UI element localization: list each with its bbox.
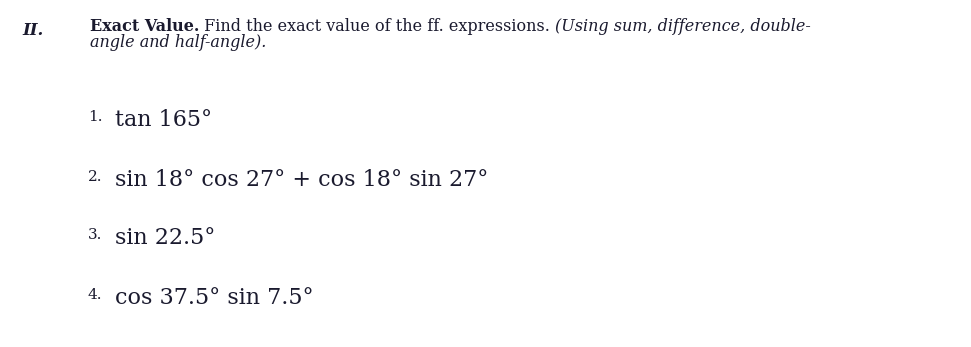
Text: (Using sum, difference, double-: (Using sum, difference, double- bbox=[555, 18, 811, 35]
Text: Exact Value.: Exact Value. bbox=[90, 18, 199, 35]
Text: 1.: 1. bbox=[88, 110, 103, 124]
Text: sin 18° cos 27° + cos 18° sin 27°: sin 18° cos 27° + cos 18° sin 27° bbox=[115, 169, 488, 191]
Text: Find the exact value of the ff. expressions.: Find the exact value of the ff. expressi… bbox=[199, 18, 555, 35]
Text: sin 22.5°: sin 22.5° bbox=[115, 227, 216, 249]
Text: 4.: 4. bbox=[88, 288, 103, 302]
Text: angle and half-angle).: angle and half-angle). bbox=[90, 34, 266, 51]
Text: cos 37.5° sin 7.5°: cos 37.5° sin 7.5° bbox=[115, 287, 314, 309]
Text: tan 165°: tan 165° bbox=[115, 109, 212, 131]
Text: II.: II. bbox=[22, 22, 44, 39]
Text: 3.: 3. bbox=[88, 228, 102, 242]
Text: 2.: 2. bbox=[88, 170, 103, 184]
